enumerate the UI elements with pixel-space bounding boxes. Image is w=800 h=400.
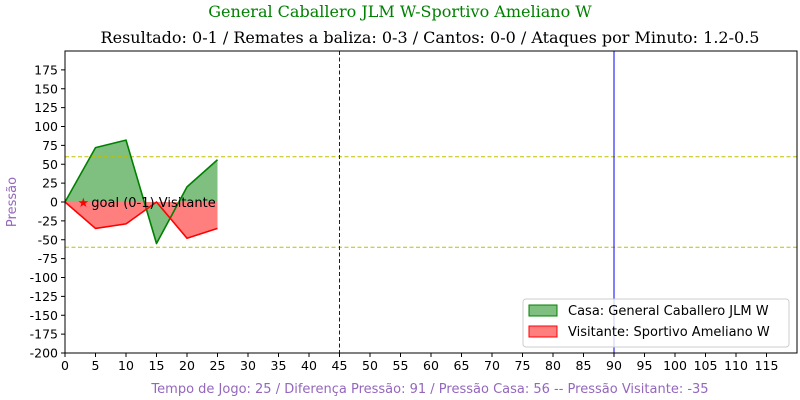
y-tick-label: -50: [38, 232, 58, 247]
y-tick-label: 100: [34, 119, 58, 134]
legend-swatch-casa: [528, 304, 558, 317]
y-tick-label: -125: [30, 289, 58, 304]
x-tick-label: 25: [210, 358, 226, 373]
y-tick-label: 150: [34, 81, 58, 96]
x-tick-label: 55: [393, 358, 409, 373]
x-tick-label: 90: [606, 358, 622, 373]
y-tick-label: 75: [42, 138, 58, 153]
legend: Casa: General Caballero JLM W Visitante:…: [522, 298, 790, 348]
x-tick-label: 95: [637, 358, 653, 373]
x-tick-label: 100: [663, 358, 687, 373]
chart-subtitle: Resultado: 0-1 / Remates a baliza: 0-3 /…: [101, 28, 760, 47]
series-line-0: [64, 139, 219, 245]
x-tick-label: 10: [118, 358, 134, 373]
y-axis-label: Pressão: [5, 177, 20, 227]
x-tick-label: 80: [545, 358, 561, 373]
legend-label-casa: Casa: General Caballero JLM W: [568, 304, 769, 319]
x-tick-label: 35: [271, 358, 287, 373]
x-tick-label: 50: [362, 358, 378, 373]
y-tick-label: -25: [38, 213, 58, 228]
x-tick-label: 75: [515, 358, 531, 373]
y-tick-label: -175: [30, 327, 58, 342]
legend-swatch-visitante: [528, 325, 558, 338]
x-tick-label: 70: [484, 358, 500, 373]
x-tick-label: 5: [92, 358, 100, 373]
x-tick-label: 65: [454, 358, 470, 373]
x-axis-label: Tempo de Jogo: 25 / Diferença Pressão: 9…: [150, 382, 708, 397]
y-axis-ticks: -200 -175 -150 -125 -100 -75 -50 -25 0 25 50 75 100 1…: [30, 62, 65, 361]
y-tick-label: 25: [42, 176, 58, 191]
legend-box: [522, 298, 790, 348]
annotation-label-0: goal (0-1) Visitante: [91, 196, 215, 211]
x-tick-label: 60: [423, 358, 439, 373]
y-tick-label: 0: [50, 195, 58, 210]
y-tick-label: 50: [42, 157, 58, 172]
series-line-1: [64, 201, 218, 240]
x-tick-label: 20: [179, 358, 195, 373]
y-tick-label: -75: [38, 251, 58, 266]
x-axis-ticks: 0 5 10 15 20 25 30 35 40 45 50 55 60 65 70 75 80 85 90 95 10…: [61, 353, 778, 373]
x-tick-label: 0: [61, 358, 69, 373]
x-tick-label: 45: [332, 358, 348, 373]
y-tick-label: -100: [30, 270, 58, 285]
y-tick-label: -150: [30, 308, 58, 323]
x-tick-label: 115: [755, 358, 779, 373]
legend-label-visitante: Visitante: Sportivo Ameliano W: [568, 325, 770, 340]
annotations: ★ goal (0-1) Visitante: [77, 196, 215, 211]
x-tick-label: 30: [240, 358, 256, 373]
x-tick-label: 105: [694, 358, 718, 373]
y-tick-label: -200: [30, 346, 58, 361]
x-tick-label: 85: [576, 358, 592, 373]
x-tick-label: 110: [724, 358, 748, 373]
x-tick-label: 40: [301, 358, 317, 373]
y-tick-label: 175: [34, 62, 58, 77]
series-area-1: [65, 202, 218, 239]
y-tick-label: 125: [34, 100, 58, 115]
series-lines: [64, 139, 219, 245]
chart-title: General Caballero JLM W-Sportivo Amelian…: [208, 2, 592, 21]
x-tick-label: 15: [149, 358, 165, 373]
goal-star-icon: ★: [77, 196, 89, 211]
